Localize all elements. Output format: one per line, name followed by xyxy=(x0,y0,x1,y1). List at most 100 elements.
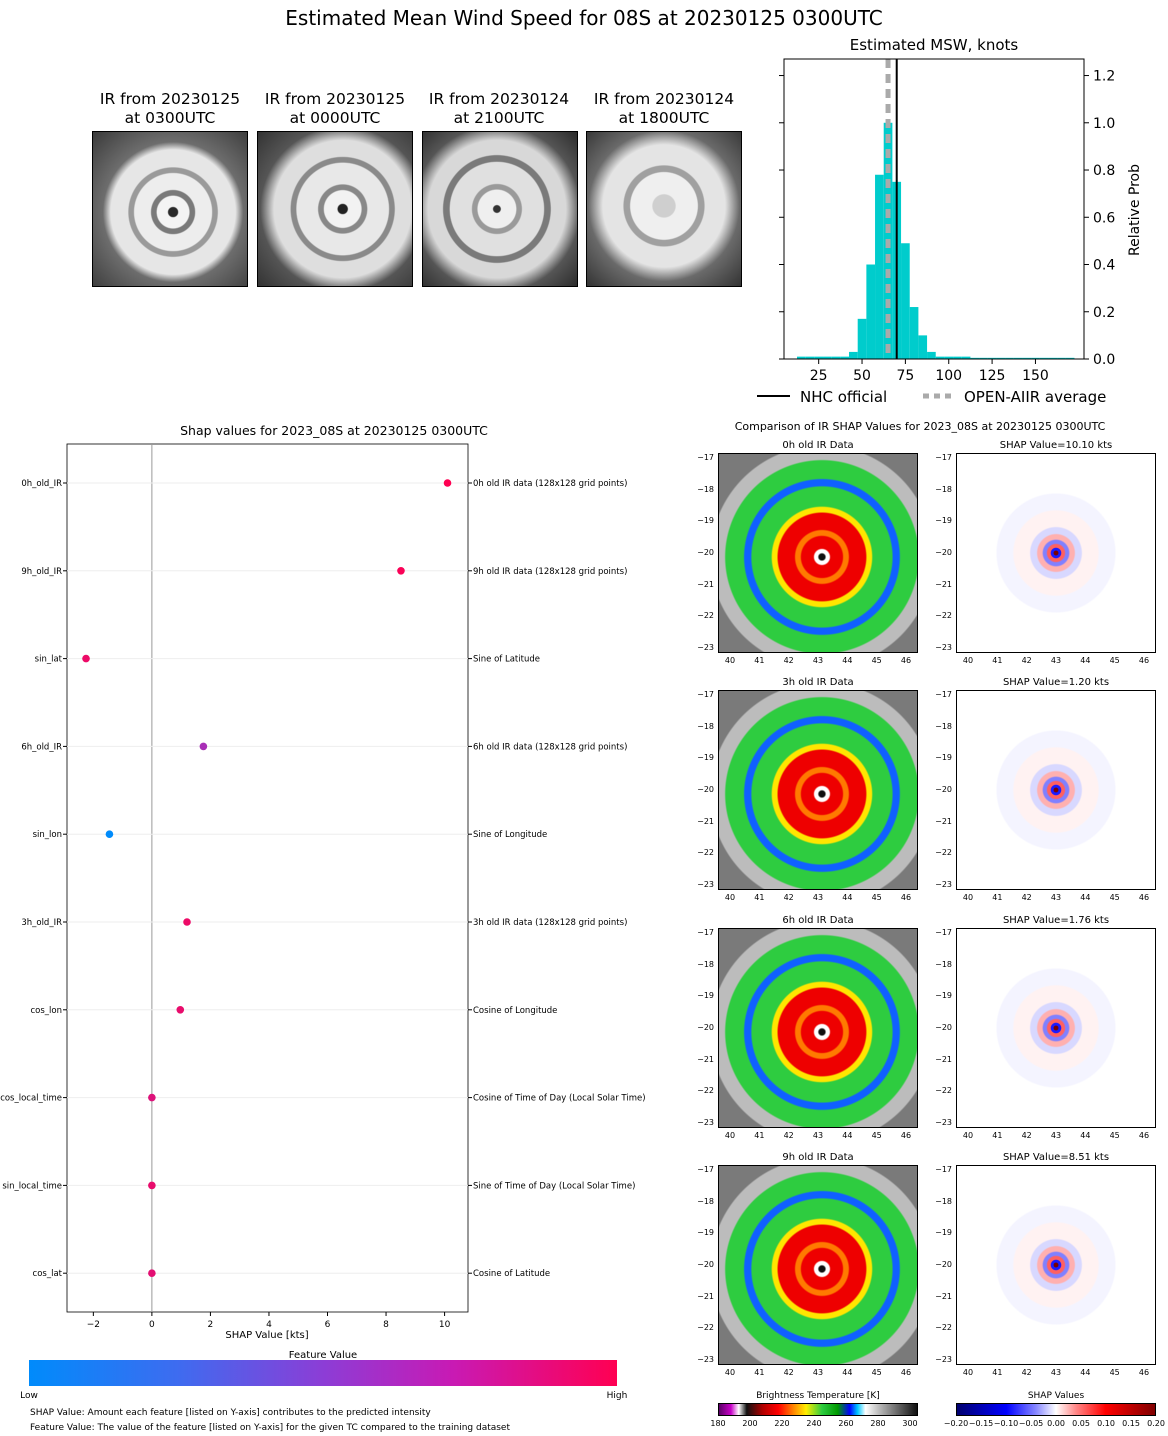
xtick-shap-1-4: 44 xyxy=(1080,893,1091,902)
xtick-ir-2-3: 43 xyxy=(812,1131,824,1140)
hist-bar-7 xyxy=(857,318,867,359)
xtick-shap-0-2: 42 xyxy=(1021,656,1032,665)
hist-xtick-label-0: 25 xyxy=(810,368,828,384)
panel-map-shap-3 xyxy=(956,1165,1156,1365)
hist-ytick-label-3: 0.6 xyxy=(1093,210,1115,226)
xtick-shap-2-6: 46 xyxy=(1138,1131,1150,1140)
panel-map-ir-3 xyxy=(718,1165,918,1365)
bee-feature-name-0: 0h_old_IR xyxy=(21,479,62,489)
xtick-ir-0-0: 40 xyxy=(724,656,736,665)
hist-bar-25 xyxy=(1013,357,1023,359)
ytick-shap-0-5: −22 xyxy=(935,611,952,621)
panel-map-shap-2 xyxy=(956,928,1156,1128)
xtick-shap-3-4: 44 xyxy=(1080,1368,1091,1377)
xtick-shap-0-5: 45 xyxy=(1109,656,1120,665)
bt-tick-4: 260 xyxy=(838,1419,854,1428)
hist-bar-17 xyxy=(944,356,954,359)
ytick-ir-3-6: −23 xyxy=(697,1355,714,1364)
feature-value-low: Low xyxy=(20,1391,38,1401)
xtick-ir-3-3: 43 xyxy=(812,1368,824,1377)
ytick-ir-0-2: −19 xyxy=(697,516,714,526)
hist-ytick-label-6: 1.2 xyxy=(1093,69,1115,85)
panel-title-shap-3: SHAP Value=8.51 kts xyxy=(1002,1152,1110,1163)
hist-ytick-label-0: 0.0 xyxy=(1093,352,1115,368)
xtick-shap-2-2: 42 xyxy=(1021,1131,1032,1140)
ytick-ir-2-4: −21 xyxy=(697,1054,714,1064)
hist-bar-1 xyxy=(805,356,815,359)
bt-colorbar xyxy=(718,1403,918,1416)
shap-colorbar xyxy=(956,1403,1156,1416)
shap-tick-5: 0.05 xyxy=(1072,1419,1090,1428)
hist-bar-19 xyxy=(961,356,971,359)
hist-bar-8 xyxy=(866,264,876,359)
hist-bar-18 xyxy=(953,356,962,359)
hist-xtick-label-2: 75 xyxy=(896,368,914,384)
ytick-shap-0-0: −17 xyxy=(935,453,952,462)
xtick-ir-2-5: 45 xyxy=(871,1131,882,1140)
xtick-ir-0-3: 43 xyxy=(812,656,824,665)
bee-feature-desc-8: Sine of Time of Day (Local Solar Time) xyxy=(473,1181,635,1191)
hist-bar-5 xyxy=(840,356,850,359)
xtick-ir-0-6: 46 xyxy=(900,656,912,665)
hist-bar-23 xyxy=(996,357,1006,359)
panel-title-ir-0: 0h old IR Data xyxy=(782,440,854,451)
hist-xtick-label-3: 100 xyxy=(935,368,962,384)
ytick-ir-2-2: −19 xyxy=(697,991,714,1001)
bee-feature-desc-3: 6h old IR data (128x128 grid points) xyxy=(473,742,627,752)
xtick-ir-2-0: 40 xyxy=(724,1131,736,1140)
xtick-ir-2-6: 46 xyxy=(900,1131,912,1140)
bee-point-4 xyxy=(105,830,114,838)
hist-bars xyxy=(797,122,1075,359)
xtick-shap-2-5: 45 xyxy=(1109,1131,1120,1140)
bee-xtick-label-0: −2 xyxy=(87,1320,100,1330)
ir-caption-4: IR from 20230124 at 1800UTC xyxy=(593,90,735,127)
xtick-ir-2-2: 42 xyxy=(783,1131,794,1140)
ytick-shap-1-4: −21 xyxy=(935,816,952,826)
bt-colorbar-title: Brightness Temperature [K] xyxy=(756,1391,880,1401)
ir-caption-2: IR from 20230125 at 0000UTC xyxy=(264,90,406,127)
ytick-ir-2-0: −17 xyxy=(697,928,714,937)
ytick-shap-2-0: −17 xyxy=(935,928,952,937)
ytick-ir-3-2: −19 xyxy=(697,1228,714,1238)
ytick-shap-2-4: −21 xyxy=(935,1054,952,1064)
shap-tick-7: 0.15 xyxy=(1122,1419,1140,1428)
bee-feature-name-2: sin_lat xyxy=(35,655,63,665)
bee-xtick-label-1: 0 xyxy=(149,1320,155,1330)
panel-map-ir-2 xyxy=(718,928,918,1128)
bee-feature-name-7: cos_local_time xyxy=(0,1094,62,1104)
bee-feature-desc-1: 9h old IR data (128x128 grid points) xyxy=(473,567,627,577)
hist-ytick-label-5: 1.0 xyxy=(1093,116,1115,132)
panel-title-ir-1: 3h old IR Data xyxy=(782,677,854,688)
xtick-shap-1-3: 43 xyxy=(1050,893,1062,902)
xtick-shap-0-4: 44 xyxy=(1080,656,1091,665)
shap-beeswarm-chart: Shap values for 2023_08S at 20230125 030… xyxy=(0,423,645,1433)
bee-feature-desc-4: Sine of Longitude xyxy=(473,830,547,840)
ir-caption-1: IR from 20230125 at 0300UTC xyxy=(99,90,241,127)
ytick-ir-2-6: −23 xyxy=(697,1118,714,1127)
hist-bar-24 xyxy=(1005,357,1014,359)
ir-image-3 xyxy=(422,131,578,287)
bee-feature-name-8: sin_local_time xyxy=(2,1181,62,1191)
hist-xticks: 25 50 75 100 125 150 xyxy=(810,359,1049,384)
ytick-shap-3-6: −23 xyxy=(935,1355,952,1364)
ytick-ir-1-4: −21 xyxy=(697,816,714,826)
xtick-ir-3-5: 45 xyxy=(871,1368,882,1377)
xtick-shap-0-0: 40 xyxy=(962,656,974,665)
xtick-shap-3-5: 45 xyxy=(1109,1368,1120,1377)
ytick-ir-2-5: −22 xyxy=(697,1086,714,1096)
ytick-ir-0-3: −20 xyxy=(697,548,714,557)
ytick-ir-0-0: −17 xyxy=(697,453,714,462)
ir-caption-3: IR from 20230124 at 2100UTC xyxy=(428,90,570,127)
hist-bar-4 xyxy=(831,356,841,359)
hist-ylabel: Relative Prob xyxy=(1127,164,1143,256)
bee-xtick-label-4: 6 xyxy=(325,1320,331,1330)
hist-bar-21 xyxy=(979,357,988,359)
shap-tick-6: 0.10 xyxy=(1097,1419,1115,1428)
xtick-ir-2-4: 44 xyxy=(842,1131,853,1140)
xtick-ir-3-0: 40 xyxy=(724,1368,736,1377)
bee-feature-name-3: 6h_old_IR xyxy=(21,742,62,752)
ytick-shap-1-3: −20 xyxy=(935,785,952,794)
xtick-shap-3-2: 42 xyxy=(1021,1368,1032,1377)
ytick-shap-3-5: −22 xyxy=(935,1323,952,1333)
ytick-ir-1-2: −19 xyxy=(697,753,714,763)
